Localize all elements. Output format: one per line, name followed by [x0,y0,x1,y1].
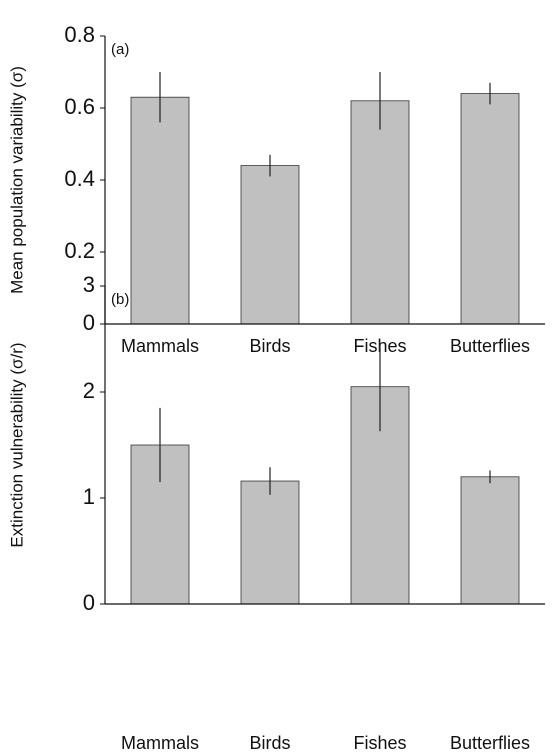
y-tick-label: 2 [83,378,95,403]
annotation: (a) [111,41,129,58]
y-axis-label: Mean population variability (σ) [7,66,26,294]
y-tick-label: 1 [83,484,95,509]
annotation: (b) [111,291,129,308]
x-tick-label: Butterflies [450,733,530,753]
x-tick-label: Mammals [121,733,199,753]
x-tick-label: Butterflies [450,336,530,356]
y-tick-label: 0.4 [64,166,95,191]
y-tick-label: 0.8 [64,22,95,47]
y-tick-label: 0 [83,310,95,335]
y-tick-label: 0.6 [64,94,95,119]
y-tick-label: 0.2 [64,238,95,263]
bar [460,93,520,325]
bar [350,100,410,325]
x-tick-label: Mammals [121,336,199,356]
y-axis-label: Extinction vulnerability (σ/r) [7,342,26,547]
y-tick-label: 3 [83,272,95,297]
bar [240,480,300,605]
bar [130,96,190,325]
x-tick-label: Birds [249,336,290,356]
x-tick-label: Birds [249,733,290,753]
x-tick-label: Fishes [353,733,406,753]
y-tick-label: 0 [83,590,95,615]
bar [460,476,520,605]
bar [240,165,300,325]
